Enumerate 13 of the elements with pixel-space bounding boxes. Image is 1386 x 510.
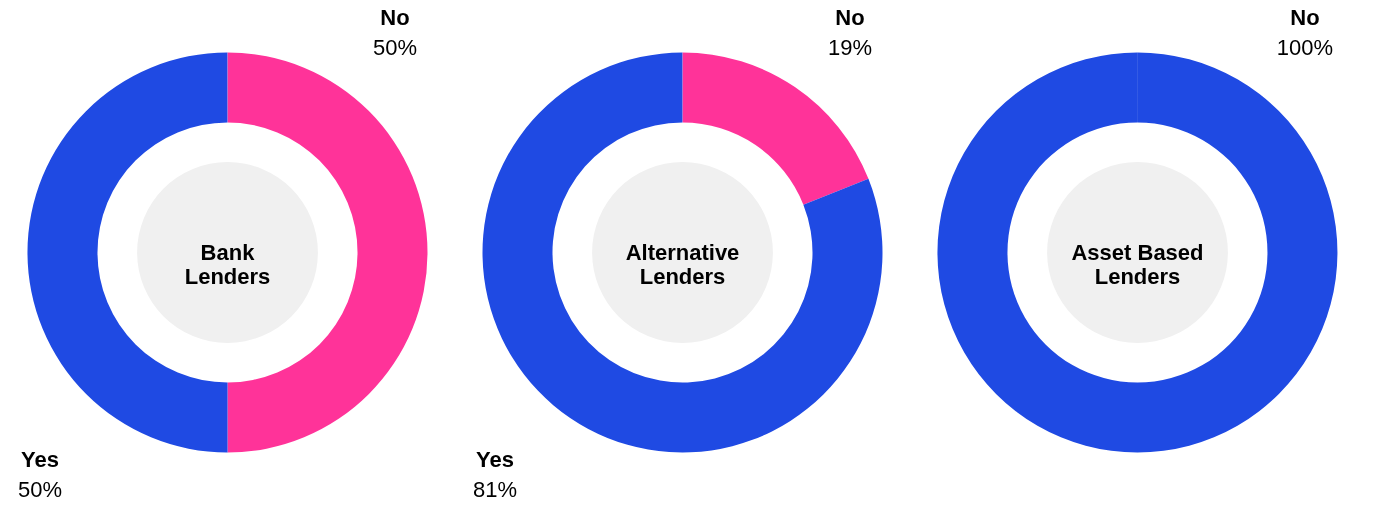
data-label: 81% <box>472 477 518 502</box>
slice-label: Yes <box>21 447 59 472</box>
slice-label: Yes <box>476 447 514 472</box>
slice-label: No <box>380 5 410 30</box>
text: Bank Lenders <box>184 239 271 289</box>
text: Alternative Lenders <box>625 239 740 289</box>
data-label: 100% <box>1276 35 1334 60</box>
data-label: 19% <box>827 35 873 60</box>
slice-label: No <box>835 5 865 30</box>
text: Asset Based Lenders <box>1071 239 1204 289</box>
data-label: 50% <box>17 477 63 502</box>
data-label: 50% <box>372 35 418 60</box>
slice-label: No <box>1290 5 1320 30</box>
